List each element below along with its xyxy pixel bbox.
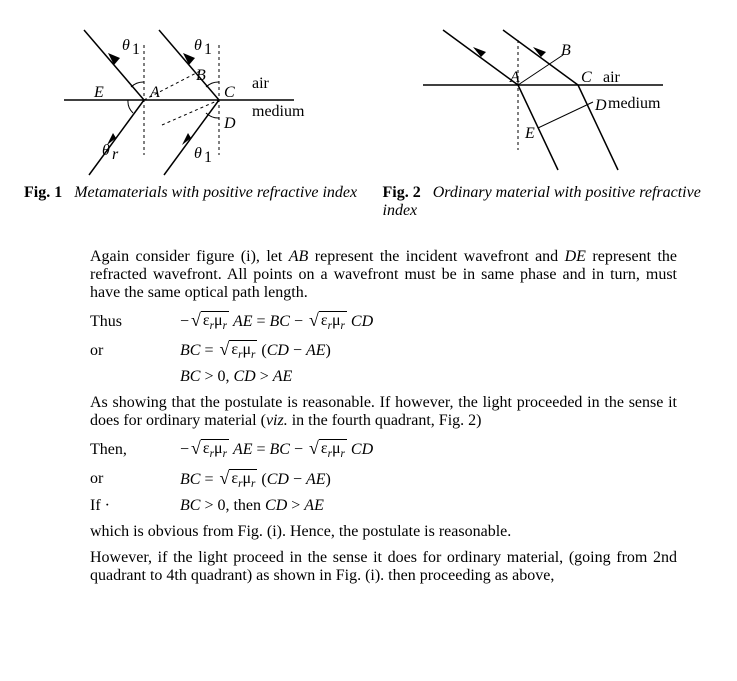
figure-2-svg: B A C D E air medium [403,20,693,180]
svg-text:medium: medium [252,103,305,120]
para-4: However, if the light proceed in the sen… [90,549,677,585]
eq-row-5: or BC = εrμr (CD − AE) [90,468,677,491]
equation-3: BC > 0, CD > AE [180,368,292,386]
figure-1: θ1 θ1 θr θ1 B E A C D air medium Fig. 1 … [20,20,359,220]
svg-text:air: air [252,75,270,92]
label-thus: Thus [90,313,180,331]
figures-row: θ1 θ1 θr θ1 B E A C D air medium Fig. 1 … [20,20,717,220]
svg-text:E: E [93,84,104,101]
svg-text:θ: θ [194,145,202,162]
para-2: As showing that the postulate is reasona… [90,394,677,430]
svg-text:θ: θ [122,37,130,54]
label-or-2: or [90,470,180,488]
svg-text:D: D [594,97,607,114]
para-3: which is obvious from Fig. (i). Hence, t… [90,523,677,541]
fig2-label: Fig. 2 [383,184,421,201]
svg-text:θ: θ [102,142,110,159]
eq-row-4: Then, −εrμr AE = BC − εrμr CD [90,438,677,461]
svg-text:1: 1 [204,149,212,166]
svg-text:r: r [112,146,119,163]
fig1-label: Fig. 1 [24,184,62,201]
body-text: Again consider figure (i), let AB repres… [20,230,717,585]
figure-1-svg: θ1 θ1 θr θ1 B E A C D air medium [34,20,344,180]
svg-text:E: E [524,125,535,142]
svg-text:air: air [603,69,621,86]
svg-text:C: C [224,84,235,101]
svg-text:A: A [509,69,520,86]
eq-row-2: or BC = εrμr (CD − AE) [90,339,677,362]
para-1: Again consider figure (i), let AB repres… [90,248,677,302]
equation-6: BC > 0, then CD > AE [180,497,324,515]
svg-text:C: C [581,69,592,86]
eq-row-6: If · BC > 0, then CD > AE [90,497,677,515]
figure-2: B A C D E air medium Fig. 2 Ordinary mat… [379,20,718,220]
label-then: Then, [90,441,180,459]
eq-row-3: BC > 0, CD > AE [90,368,677,386]
equation-2: BC = εrμr (CD − AE) [180,339,331,362]
fig1-text: Metamaterials with positive refractive i… [74,184,357,201]
svg-text:medium: medium [608,95,661,112]
equation-5: BC = εrμr (CD − AE) [180,468,331,491]
label-or-1: or [90,342,180,360]
eq-row-1: Thus −εrμr AE = BC − εrμr CD [90,310,677,333]
equation-4: −εrμr AE = BC − εrμr CD [180,438,373,461]
label-if: If · [90,497,180,515]
svg-text:1: 1 [132,41,140,58]
equation-1: −εrμr AE = BC − εrμr CD [180,310,373,333]
svg-text:B: B [196,67,206,84]
svg-text:B: B [561,42,571,59]
figure-1-caption: Fig. 1 Metamaterials with positive refra… [20,184,359,202]
figure-2-caption: Fig. 2 Ordinary material with positive r… [379,184,718,220]
svg-text:θ: θ [194,37,202,54]
fig2-text: Ordinary material with positive refracti… [383,184,701,219]
svg-text:D: D [223,115,236,132]
svg-text:1: 1 [204,41,212,58]
svg-text:A: A [149,84,160,101]
